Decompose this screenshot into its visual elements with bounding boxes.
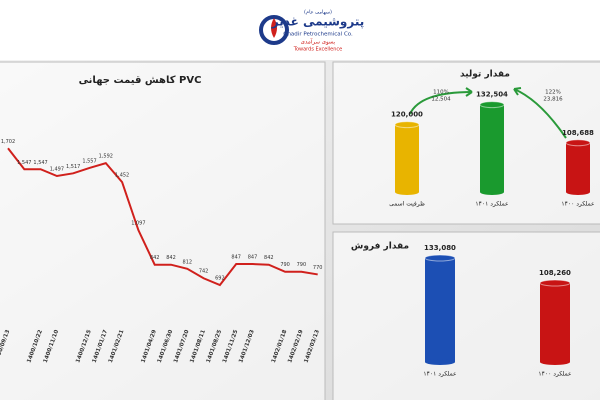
data-label: 812	[183, 259, 193, 265]
annotation: 110%	[433, 90, 449, 96]
data-label: 1,557	[82, 158, 96, 164]
bar-cap	[479, 101, 505, 109]
line-panel	[0, 61, 326, 403]
data-label: 108,688	[562, 129, 594, 137]
chart-title: کاهش قیمت جهانی PVC	[79, 75, 202, 86]
chart-title: مقدار فروش	[351, 242, 409, 252]
data-label: 842	[264, 255, 274, 261]
data-label: 770	[313, 265, 323, 271]
data-label: 847	[248, 255, 258, 261]
bar	[395, 124, 419, 192]
bar-base	[480, 189, 504, 195]
data-label: 842	[150, 255, 160, 261]
arrows	[409, 87, 567, 139]
logo	[259, 15, 289, 45]
data-label: 790	[297, 262, 307, 268]
x-tick-label: عملکرد ۱۴۰۱	[475, 201, 508, 208]
bar-base	[540, 359, 570, 365]
x-tick-label: عملکرد ۱۴۰۰	[538, 371, 571, 378]
data-label: 1,547	[17, 160, 31, 166]
data-label: 108,260	[539, 269, 571, 277]
data-label: 133,080	[424, 244, 456, 252]
bar	[425, 257, 455, 362]
bar-cap	[424, 254, 456, 262]
brand-en: Ghadir Petrochemical Co.	[283, 32, 353, 38]
bar	[566, 142, 590, 192]
data-label: 692	[215, 276, 225, 282]
annotation: 23,816	[543, 97, 563, 103]
data-label: 1,592	[99, 154, 113, 160]
bar	[480, 104, 504, 192]
brand-fa: پتروشیمی غدیر	[271, 15, 365, 30]
data-label: 742	[199, 269, 209, 275]
bar-base	[425, 359, 455, 365]
x-tick-label: عملکرد ۱۴۰۰	[561, 201, 594, 208]
header-band	[0, 0, 600, 60]
slogan-en: Towards Excellence	[293, 47, 342, 53]
bar-cap	[394, 121, 420, 129]
bar-cap	[565, 139, 591, 147]
x-tick-label: 1400/09/13	[0, 329, 11, 364]
x-tick-label: عملکرد ۱۴۰۱	[423, 371, 456, 378]
bar	[540, 283, 570, 362]
data-label: 1,097	[131, 221, 145, 227]
annotation: 122%	[545, 90, 561, 96]
data-label: 842	[166, 255, 176, 261]
data-label: 790	[280, 262, 290, 268]
brand-note: (سهامی عام)	[304, 10, 332, 16]
line	[7, 147, 318, 287]
data-label: 1,702	[1, 139, 15, 145]
data-label: 1,547	[33, 160, 47, 166]
chart-title: مقدار تولید	[460, 70, 510, 80]
bar-cap	[539, 279, 571, 287]
data-label: 132,504	[476, 91, 508, 99]
x-tick-label: ظرفیت اسمی	[389, 201, 425, 208]
data-label: 1,497	[50, 167, 64, 173]
data-label: 120,000	[391, 111, 423, 119]
production-panel	[332, 61, 600, 225]
slogan-fa: بسوی سرآمدی	[301, 39, 336, 46]
data-label: 1,452	[115, 173, 129, 179]
data-label: 847	[231, 255, 241, 261]
data-label: 1,517	[66, 164, 80, 170]
bar-base	[566, 189, 590, 195]
bar-base	[395, 189, 419, 195]
annotation: 12,504	[431, 97, 451, 103]
